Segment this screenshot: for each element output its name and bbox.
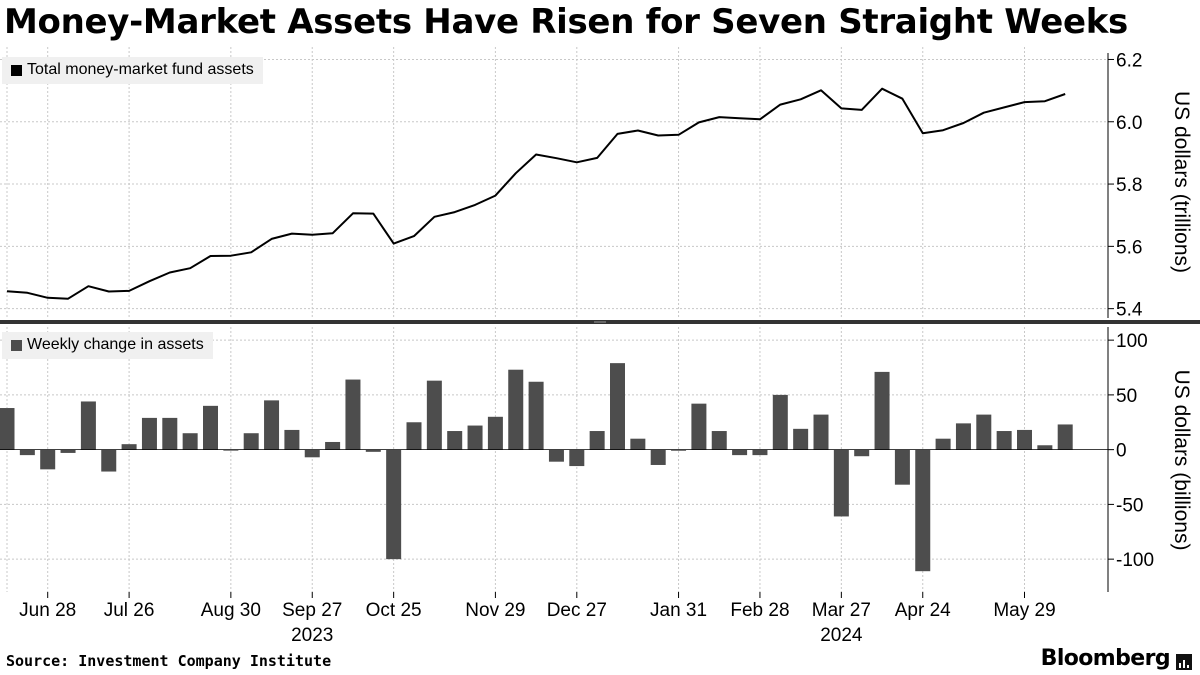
y-tick-label-top: 5.4 xyxy=(1116,300,1143,321)
axes xyxy=(0,53,1200,598)
bar-weekly-change xyxy=(0,408,15,450)
bar-weekly-change xyxy=(243,433,259,450)
bloomberg-chart-icon xyxy=(1176,653,1192,670)
bar-weekly-change xyxy=(386,449,402,560)
y-axis-title-top: US dollars (trillions) xyxy=(1170,91,1193,273)
bar-weekly-change xyxy=(813,414,829,450)
bar-weekly-change xyxy=(915,449,931,572)
x-year-label: 2023 xyxy=(291,625,333,646)
legend-swatch-bar xyxy=(11,339,22,351)
bar-weekly-change xyxy=(569,449,585,467)
bar-weekly-change xyxy=(548,449,564,462)
bar-weekly-change xyxy=(793,428,809,450)
source-note: Source: Investment Company Institute xyxy=(6,652,332,670)
y-tick-label-bottom: 0 xyxy=(1116,441,1127,462)
x-tick-label: Oct 25 xyxy=(366,600,422,621)
bar-weekly-change xyxy=(1017,429,1032,450)
bar-weekly-change xyxy=(40,449,56,470)
legend-label-weekly-change: Weekly change in assets xyxy=(27,336,204,353)
bar-weekly-change xyxy=(976,414,992,450)
x-tick-label: Aug 30 xyxy=(201,600,261,621)
legend-total-assets: Total money-market fund assets xyxy=(2,57,263,84)
bar-weekly-change xyxy=(732,449,748,456)
bar-weekly-change xyxy=(955,423,971,450)
bar-weekly-change xyxy=(284,429,300,450)
y-tick-label-top: 5.6 xyxy=(1116,237,1142,258)
brand-logo: Bloomberg xyxy=(1041,646,1192,671)
bar-weekly-change xyxy=(60,449,76,453)
bar-weekly-change xyxy=(141,417,157,450)
x-tick-label: Jun 28 xyxy=(19,600,76,621)
y-axis-title-bottom: US dollars (billions) xyxy=(1170,370,1193,551)
bar-weekly-change xyxy=(711,431,727,450)
bar-weekly-change xyxy=(854,449,870,457)
y-tick-label-bottom: -50 xyxy=(1116,495,1143,516)
y-tick-label-bottom: -100 xyxy=(1116,550,1154,571)
y-tick-label-top: 6.2 xyxy=(1116,50,1142,71)
bar-weekly-change xyxy=(203,405,218,450)
weekly-change-bars xyxy=(0,363,1073,572)
bar-weekly-change xyxy=(691,403,707,450)
bar-weekly-change xyxy=(365,449,381,452)
bar-weekly-change xyxy=(630,438,646,450)
x-tick-label: Dec 27 xyxy=(547,600,607,621)
bar-weekly-change xyxy=(447,431,463,450)
bar-weekly-change xyxy=(1057,424,1073,450)
bar-weekly-change xyxy=(487,416,503,450)
x-year-label: 2024 xyxy=(820,625,863,646)
bar-weekly-change xyxy=(304,449,320,458)
y-tick-label-top: 5.8 xyxy=(1116,175,1142,196)
legend-swatch-line xyxy=(11,64,22,76)
x-tick-label: Sep 27 xyxy=(282,600,342,621)
x-tick-label: Feb 28 xyxy=(730,600,789,621)
grid-lines xyxy=(0,47,1108,592)
bar-weekly-change xyxy=(874,371,890,450)
total-assets-line-group xyxy=(6,87,1066,300)
chart-title: Money-Market Assets Have Risen for Seven… xyxy=(4,2,1128,42)
bar-weekly-change xyxy=(752,449,768,456)
bar-weekly-change xyxy=(426,380,442,450)
legend-weekly-change: Weekly change in assets xyxy=(2,332,213,359)
bar-weekly-change xyxy=(101,449,117,472)
bar-weekly-change xyxy=(223,449,239,451)
bar-weekly-change xyxy=(80,401,96,450)
bar-weekly-change xyxy=(345,379,361,450)
bar-weekly-change xyxy=(610,363,625,450)
total-assets-line xyxy=(6,87,1066,300)
bar-weekly-change xyxy=(182,433,198,450)
y-tick-label-bottom: 100 xyxy=(1116,331,1148,352)
bar-weekly-change xyxy=(406,422,422,450)
bar-weekly-change xyxy=(467,425,483,450)
bar-weekly-change xyxy=(650,449,666,465)
bar-weekly-change xyxy=(508,369,524,450)
bar-weekly-change xyxy=(162,417,178,450)
x-tick-label: Nov 29 xyxy=(465,600,525,621)
bar-weekly-change xyxy=(1037,445,1053,450)
y-tick-label-top: 6.0 xyxy=(1116,113,1142,134)
bar-weekly-change xyxy=(528,381,544,450)
bar-weekly-change xyxy=(19,449,35,456)
x-tick-label: Apr 24 xyxy=(895,600,951,621)
legend-label-total-assets: Total money-market fund assets xyxy=(27,61,254,78)
bar-weekly-change xyxy=(325,441,341,450)
bar-weekly-change xyxy=(671,449,687,451)
x-tick-label: Mar 27 xyxy=(812,600,871,621)
bar-weekly-change xyxy=(589,431,605,450)
brand-name: Bloomberg xyxy=(1040,646,1171,671)
bar-weekly-change xyxy=(833,449,849,517)
axis-labels: 5.4 5.6 5.8 6.0 6.2 100 50 0 -50 -100 US dollars (… xyxy=(19,50,1193,646)
x-tick-label: Jul 26 xyxy=(104,600,155,621)
y-tick-label-bottom: 50 xyxy=(1116,386,1137,407)
bar-weekly-change xyxy=(894,449,910,485)
bar-weekly-change xyxy=(996,431,1012,450)
bar-weekly-change xyxy=(935,438,951,450)
bar-weekly-change xyxy=(264,400,280,450)
bar-weekly-change xyxy=(772,394,788,450)
x-tick-label: May 29 xyxy=(993,600,1055,621)
bar-weekly-change xyxy=(121,444,137,450)
x-tick-label: Jan 31 xyxy=(650,600,707,621)
